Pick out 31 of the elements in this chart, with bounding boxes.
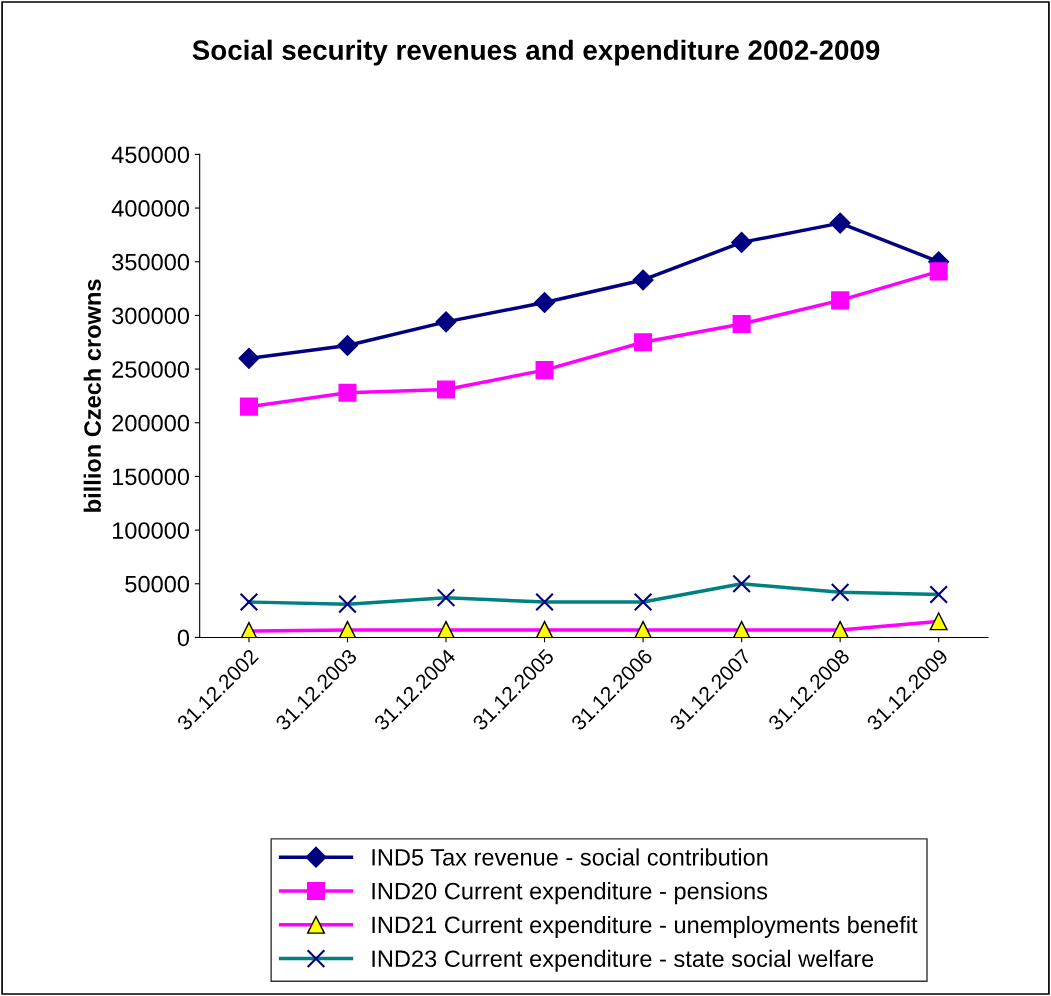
y-tick-label: 150000 xyxy=(112,468,190,486)
point xyxy=(732,314,751,334)
point xyxy=(535,361,554,380)
point xyxy=(831,291,850,310)
y-tick-label: 350000 xyxy=(112,253,190,271)
y-tick-label: 0 xyxy=(177,629,190,647)
point xyxy=(338,383,357,402)
point xyxy=(829,212,851,234)
y-tick-label: 400000 xyxy=(111,200,190,217)
point xyxy=(239,397,258,416)
point xyxy=(731,231,753,253)
point xyxy=(436,380,456,399)
point xyxy=(238,347,260,369)
legend-label: IND20 Current expenditure - pensions xyxy=(372,882,768,905)
point xyxy=(534,292,556,314)
point xyxy=(435,311,457,333)
point xyxy=(336,334,359,356)
y-tick-label: 450000 xyxy=(111,146,190,164)
point xyxy=(634,333,653,352)
point xyxy=(929,262,948,281)
y-axis-title: billion Czech crowns xyxy=(83,279,101,512)
y-tick-label: 200000 xyxy=(112,414,190,432)
y-tick-label: 250000 xyxy=(112,361,190,378)
y-tick-label: 50000 xyxy=(125,575,190,593)
legend-label: IND5 Tax revenue - social contribution xyxy=(372,848,768,866)
legend-label: IND21 Current expenditure - unemployments benefit xyxy=(372,915,918,938)
y-tick-label: 300000 xyxy=(112,307,190,325)
legend-label: IND23 Current expenditure - state social welfare xyxy=(372,949,874,972)
point xyxy=(632,269,654,291)
y-tick-label: 100000 xyxy=(112,522,190,539)
chart-title: Social security revenues and expenditure 2002-2009 xyxy=(192,39,880,66)
